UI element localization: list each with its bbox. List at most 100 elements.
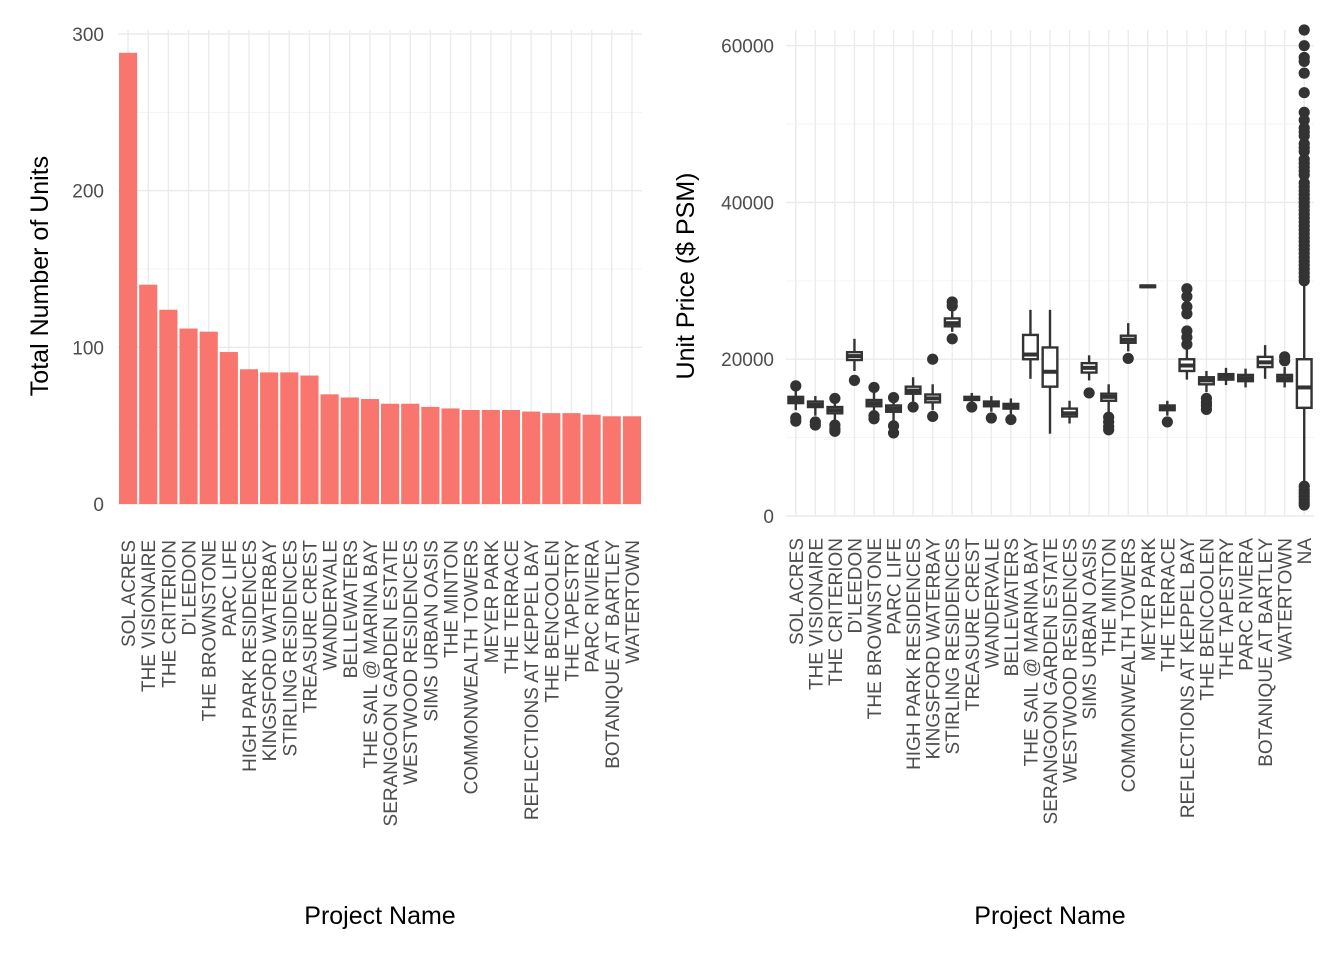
box-outlier — [1298, 24, 1310, 36]
right-x-tick-label: BOTANIQUE AT BARTLEY — [1256, 538, 1277, 767]
left-x-tick-label: KINGSFORD WATERBAY — [260, 540, 281, 762]
box — [1021, 309, 1039, 379]
box — [885, 392, 903, 439]
box-outlier — [1181, 283, 1193, 295]
box-outlier — [985, 412, 997, 424]
box — [1256, 345, 1274, 379]
right-x-axis-title: Project Name — [974, 902, 1125, 930]
box — [1197, 370, 1215, 415]
box-outlier — [907, 401, 919, 413]
box-outlier — [868, 381, 880, 394]
right-gridlines — [786, 30, 1314, 517]
right-x-tick-label: TREASURE CREST — [963, 538, 984, 712]
box-outlier — [790, 415, 802, 427]
left-x-tick-label: WANDERVALE — [321, 540, 342, 671]
right-x-tick-label: MEYER PARK — [1139, 538, 1160, 662]
box-outlier — [1298, 499, 1310, 511]
box — [924, 353, 942, 423]
box — [1276, 351, 1294, 388]
right-x-tick-label: THE VISIONAIRE — [806, 538, 827, 690]
box-outlier — [1298, 55, 1310, 67]
box — [806, 396, 824, 431]
bar — [542, 413, 561, 504]
bar — [280, 372, 299, 504]
right-x-tick-label: PARC LIFE — [885, 538, 906, 635]
bar — [239, 369, 259, 504]
box-outlier — [848, 374, 861, 386]
box-outlier — [887, 392, 900, 404]
left-x-tick-label: STIRLING RESIDENCES — [280, 540, 301, 756]
box — [1178, 283, 1196, 380]
left-x-tick-label: PARC RIVIERA — [583, 540, 604, 673]
bar — [441, 408, 460, 504]
bar — [461, 410, 480, 504]
left-x-tick-label: BELLEWATERS — [341, 540, 362, 678]
box-outlier — [1181, 290, 1193, 303]
right-x-tick-label: THE BENCOOLEN — [1197, 538, 1218, 701]
left-x-tick-label: THE CRITERION — [159, 540, 180, 688]
right-x-tick-label: REFLECTIONS AT KEPPEL BAY — [1178, 538, 1199, 818]
left-x-tick-label: THE BROWNSTONE — [200, 540, 221, 721]
bar — [582, 414, 601, 504]
box-outlier — [1279, 355, 1291, 367]
box — [982, 396, 1000, 424]
box-outlier — [1122, 352, 1134, 365]
right-x-tick-label: WATERTOWN — [1276, 538, 1297, 662]
left-x-tick-label: BOTANIQUE AT BARTLEY — [603, 540, 624, 769]
left-x-tick-label: THE BENCOOLEN — [542, 540, 563, 703]
box — [1295, 24, 1313, 511]
left-x-tick-label: WESTWOOD RESIDENCES — [401, 540, 422, 785]
box — [1041, 309, 1059, 434]
right-y-tick-label: 0 — [763, 507, 774, 528]
box — [943, 296, 961, 345]
bar — [401, 403, 420, 504]
bar — [522, 411, 541, 504]
box — [1119, 323, 1137, 365]
left-x-tick-label: THE TAPESTRY — [562, 540, 583, 682]
right-y-tick-label: 20000 — [721, 350, 774, 371]
box-outlier — [1181, 308, 1193, 320]
right-x-tick-label: THE TERRACE — [1158, 538, 1179, 672]
box-outlier — [1298, 40, 1310, 52]
left-x-tick-label: THE SAIL @ MARINA BAY — [361, 540, 382, 769]
bar — [501, 410, 521, 504]
left-x-tick-label: D'LEEDON — [180, 540, 201, 635]
box-outlier — [1298, 106, 1310, 118]
box — [1158, 400, 1176, 428]
bar — [381, 403, 400, 504]
bar — [320, 394, 339, 504]
left-bars — [119, 52, 641, 505]
box — [1139, 284, 1157, 289]
bar — [139, 284, 158, 504]
box-outlier — [1181, 338, 1193, 350]
right-x-tick-label: HIGH PARK RESIDENCES — [904, 538, 925, 770]
box-outlier — [1298, 114, 1310, 126]
left-x-tick-label: SIMS URBAN OASIS — [421, 540, 442, 722]
left-y-tick-labels: 0 100 200 300 — [72, 25, 104, 516]
left-x-tick-labels: SOL ACRES THE VISIONAIRE THE CRITERION D'LE… — [119, 540, 644, 827]
box-outlier — [1005, 413, 1017, 426]
bar — [562, 413, 581, 504]
right-x-tick-label: COMMONWEALTH TOWERS — [1119, 538, 1140, 792]
right-x-tick-label: BELLEWATERS — [1002, 538, 1023, 676]
box-body — [1295, 358, 1313, 410]
bar — [622, 416, 641, 504]
left-y-axis-title: Total Number of Units — [26, 156, 54, 396]
right-y-tick-label: 60000 — [721, 37, 774, 58]
box-outlier — [790, 380, 802, 392]
box — [1237, 368, 1255, 388]
box — [904, 377, 922, 413]
left-x-tick-label: WATERTOWN — [623, 540, 644, 664]
box-outlier — [927, 410, 939, 423]
right-x-tick-label: THE CRITERION — [826, 538, 847, 686]
box — [1080, 355, 1098, 399]
left-x-tick-label: PARC LIFE — [220, 540, 241, 637]
box-outlier — [809, 419, 821, 431]
box-outlier — [1298, 130, 1310, 142]
right-x-tick-label: SOL ACRES — [787, 538, 808, 645]
left-x-tick-label: THE MINTON — [442, 540, 463, 658]
box — [963, 392, 981, 413]
bar — [199, 331, 218, 504]
left-y-tick-label: 300 — [72, 25, 104, 46]
